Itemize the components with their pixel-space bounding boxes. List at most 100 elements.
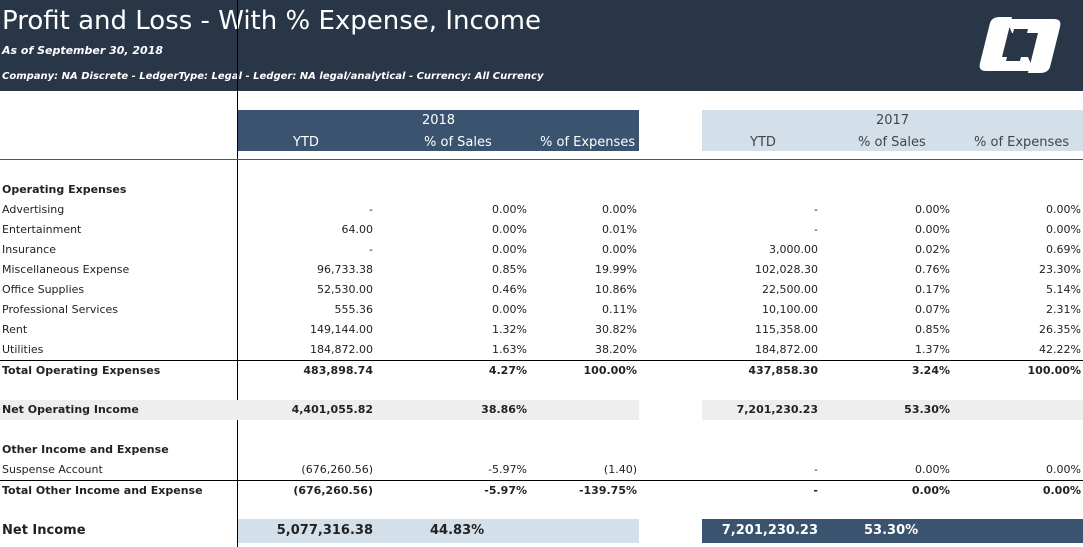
section-label: Other Income and Expense [2, 443, 169, 456]
pct-expenses-2018: 10.86% [595, 283, 637, 296]
ytd-2018: 483,898.74 [303, 364, 373, 377]
pct-expenses-2017: 42.22% [1039, 343, 1081, 356]
pct-sales-2017: 0.00% [915, 463, 950, 476]
total-operating-row: Total Operating Expenses 483,898.74 4.27… [0, 360, 1083, 381]
pct-sales-2018: 4.27% [488, 364, 527, 377]
table-row: Insurance - 0.00% 0.00% 3,000.00 0.02% 0.69% [0, 240, 1083, 260]
pct-expenses-2018: -139.75% [578, 484, 637, 497]
ytd-2017: - [813, 484, 818, 497]
pct-sales-2018: 0.00% [492, 223, 527, 236]
table-row: Advertising - 0.00% 0.00% - 0.00% 0.00% [0, 200, 1083, 220]
ytd-2018: - [369, 203, 373, 216]
ytd-2017: 7,201,230.23 [736, 403, 818, 416]
row-label: Office Supplies [2, 283, 85, 296]
ytd-2018: 96,733.38 [317, 263, 373, 276]
table-row: Professional Services 555.36 0.00% 0.11% 10,… [0, 300, 1083, 320]
pct-sales-2017-header: % of Sales [858, 135, 926, 150]
ytd-2018: 52,530.00 [317, 283, 373, 296]
section-other: Other Income and Expense [0, 440, 1083, 460]
table-row: Miscellaneous Expense 96,733.38 0.85% 19.99… [0, 260, 1083, 280]
table-row: Rent 149,144.00 1.32% 30.82% 115,358.00 0.85%… [0, 320, 1083, 340]
total-other-row: Total Other Income and Expense (676,260.… [0, 480, 1083, 501]
row-shade [702, 400, 1083, 420]
table-row: Entertainment 64.00 0.00% 0.01% - 0.00% 0.00% [0, 220, 1083, 240]
net-income-2018-box [238, 519, 639, 543]
row-label: Total Other Income and Expense [2, 484, 203, 497]
year-2018-label: 2018 [421, 113, 456, 128]
header-divider [0, 159, 1083, 160]
ytd-2018: 555.36 [334, 303, 374, 316]
pct-sales-2018: 0.85% [492, 263, 527, 276]
pct-sales-2018-header: % of Sales [424, 135, 492, 150]
pct-sales-2017: 0.07% [915, 303, 950, 316]
pct-expenses-2017: 100.00% [1027, 364, 1081, 377]
pct-expenses-2018: 30.82% [595, 323, 637, 336]
row-label: Professional Services [2, 303, 118, 316]
ytd-2017: 115,358.00 [755, 323, 818, 336]
pct-sales-2017: 0.02% [915, 243, 950, 256]
pct-sales-2017: 0.00% [915, 203, 950, 216]
pct-sales-2017: 53.30% [904, 403, 950, 416]
pct-expenses-2017: 0.00% [1042, 484, 1081, 497]
pct-sales-2017: 3.24% [911, 364, 950, 377]
net-income-ytd-2018: 5,077,316.38 [276, 523, 373, 538]
row-label: Rent [2, 323, 28, 336]
pct-expenses-2017: 2.31% [1046, 303, 1081, 316]
pct-expenses-2018: 38.20% [595, 343, 637, 356]
pct-expenses-2018: 0.01% [602, 223, 637, 236]
row-label: Insurance [2, 243, 56, 256]
section-label: Operating Expenses [2, 183, 127, 196]
ytd-2017: - [814, 203, 818, 216]
row-label: Net Operating Income [2, 403, 139, 416]
ytd-2018: - [369, 243, 373, 256]
pct-sales-2018: 0.46% [492, 283, 527, 296]
net-income-2017-box [702, 519, 1083, 543]
pct-expenses-2018: 19.99% [595, 263, 637, 276]
pct-expenses-2017: 0.00% [1046, 463, 1081, 476]
pct-expenses-2017: 0.00% [1046, 203, 1081, 216]
ytd-2018: 149,144.00 [310, 323, 373, 336]
ytd-2017-header: YTD [750, 135, 776, 150]
company-logo-icon [979, 17, 1061, 73]
net-income-ytd-2017: 7,201,230.23 [721, 523, 818, 538]
pct-sales-2018: -5.97% [488, 463, 527, 476]
pct-sales-2017: 0.00% [911, 484, 950, 497]
report-header: Profit and Loss - With % Expense, Income… [0, 0, 1083, 91]
pct-sales-2018: 1.32% [492, 323, 527, 336]
year-2017-label: 2017 [875, 113, 910, 128]
pct-expenses-2018: 0.00% [602, 203, 637, 216]
row-label: Advertising [2, 203, 65, 216]
pct-expenses-2017: 5.14% [1046, 283, 1081, 296]
ytd-2018: 4,401,055.82 [291, 403, 373, 416]
pct-sales-2017: 0.17% [915, 283, 950, 296]
row-label: Miscellaneous Expense [2, 263, 130, 276]
table-row: Utilities 184,872.00 1.63% 38.20% 184,872.00… [0, 340, 1083, 360]
pct-sales-2017: 0.85% [915, 323, 950, 336]
pct-expenses-2018-header: % of Expenses [540, 135, 636, 150]
header-2018: 2018 YTD % of Sales % of Expenses [238, 110, 639, 151]
column-divider [237, 0, 238, 547]
row-label: Entertainment [2, 223, 82, 236]
row-label: Suspense Account [2, 463, 103, 476]
pct-expenses-2017: 0.00% [1046, 223, 1081, 236]
pct-expenses-2017-header: % of Expenses [974, 135, 1070, 150]
pct-expenses-2018: 0.11% [602, 303, 637, 316]
ytd-2017: - [814, 223, 818, 236]
ytd-2017: 10,100.00 [762, 303, 818, 316]
pct-sales-2018: 0.00% [492, 203, 527, 216]
ytd-2017: 102,028.30 [755, 263, 818, 276]
pct-expenses-2017: 26.35% [1039, 323, 1081, 336]
pct-sales-2017: 1.37% [915, 343, 950, 356]
net-income-pct-sales-2017: 53.30% [864, 523, 919, 538]
ytd-2017: 437,858.30 [748, 364, 818, 377]
net-income-label: Net Income [2, 523, 86, 538]
section-operating: Operating Expenses [0, 180, 1083, 200]
row-label: Total Operating Expenses [2, 364, 161, 377]
ytd-2018: (676,260.56) [293, 484, 373, 497]
pct-expenses-2017: 0.69% [1046, 243, 1081, 256]
pct-sales-2018: 38.86% [481, 403, 527, 416]
pct-sales-2018: -5.97% [484, 484, 527, 497]
table-row: Office Supplies 52,530.00 0.46% 10.86% 22,50… [0, 280, 1083, 300]
ytd-2017: 3,000.00 [769, 243, 818, 256]
pct-sales-2018: 0.00% [492, 303, 527, 316]
